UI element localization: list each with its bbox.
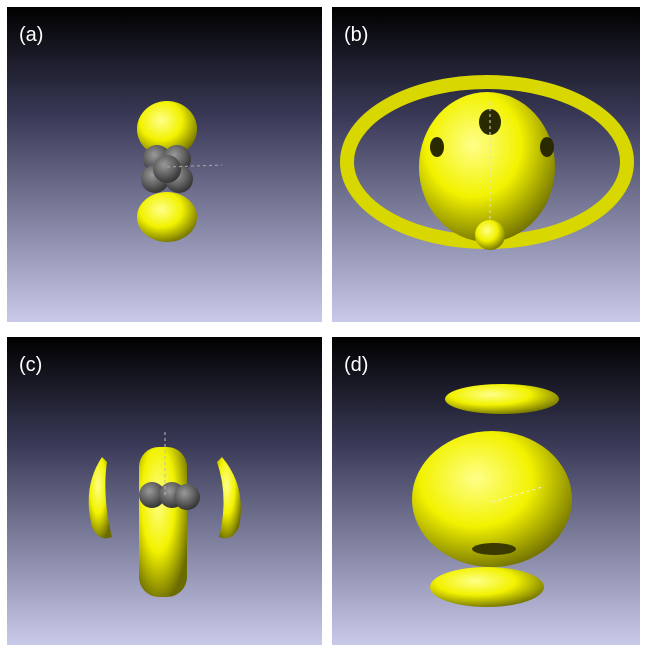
figure: (a) (b) (c) (d) (() => { const data = JS… <box>0 0 645 650</box>
panel-label: (d) <box>344 354 368 376</box>
panel-a: (a) <box>7 7 322 322</box>
sphere <box>475 220 505 250</box>
hole <box>430 137 444 157</box>
panel-label: (c) <box>19 354 42 376</box>
lobe <box>137 101 197 157</box>
disc <box>430 567 544 607</box>
panel-b: (b) <box>332 7 640 322</box>
disc <box>445 384 559 414</box>
lobe <box>137 192 197 242</box>
panel-label: (b) <box>344 24 368 46</box>
atom <box>153 155 181 183</box>
lobe <box>139 447 187 597</box>
atom <box>174 484 200 510</box>
panel-label: (a) <box>19 24 43 46</box>
panel-d: (d) <box>332 337 640 645</box>
hole <box>472 543 516 555</box>
hole <box>540 137 554 157</box>
panel-c: (c) <box>7 337 322 645</box>
